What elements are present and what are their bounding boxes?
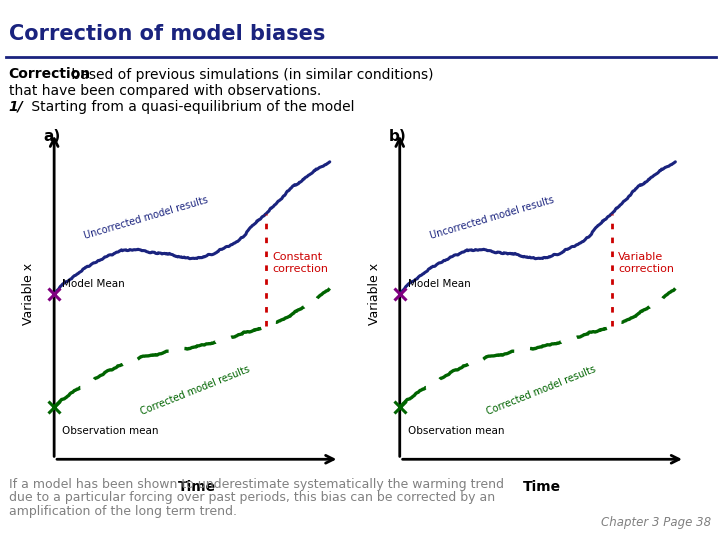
Text: Constant
correction: Constant correction bbox=[272, 252, 328, 274]
Text: based of previous simulations (in similar conditions): based of previous simulations (in simila… bbox=[67, 68, 433, 82]
Text: Model Mean: Model Mean bbox=[408, 279, 470, 289]
Text: Observation mean: Observation mean bbox=[62, 426, 158, 436]
Text: Time: Time bbox=[523, 481, 562, 494]
Text: Model Mean: Model Mean bbox=[62, 279, 125, 289]
Text: Variable x: Variable x bbox=[368, 263, 381, 326]
Text: Variable x: Variable x bbox=[22, 263, 35, 326]
Text: Observation mean: Observation mean bbox=[408, 426, 504, 436]
Text: Variable
correction: Variable correction bbox=[618, 252, 674, 274]
Text: Uncorrected model results: Uncorrected model results bbox=[83, 195, 210, 241]
Text: amplification of the long term trend.: amplification of the long term trend. bbox=[9, 505, 237, 518]
Text: Starting from a quasi-equilibrium of the model: Starting from a quasi-equilibrium of the… bbox=[27, 100, 355, 114]
Text: Correction: Correction bbox=[9, 68, 91, 82]
Text: a): a) bbox=[43, 130, 60, 144]
Text: Time: Time bbox=[178, 481, 216, 494]
Text: b): b) bbox=[389, 130, 406, 144]
Text: 1/: 1/ bbox=[9, 100, 23, 114]
Text: due to a particular forcing over past periods, this bias can be corrected by an: due to a particular forcing over past pe… bbox=[9, 491, 495, 504]
Text: If a model has been shown to underestimate systematically the warming trend: If a model has been shown to underestima… bbox=[9, 478, 504, 491]
Text: Corrected model results: Corrected model results bbox=[139, 364, 251, 417]
Text: Uncorrected model results: Uncorrected model results bbox=[428, 195, 555, 241]
Text: Corrected model results: Corrected model results bbox=[485, 364, 597, 417]
Text: Correction of model biases: Correction of model biases bbox=[9, 24, 325, 44]
Text: that have been compared with observations.: that have been compared with observation… bbox=[9, 84, 321, 98]
Text: Chapter 3 Page 38: Chapter 3 Page 38 bbox=[601, 516, 711, 529]
